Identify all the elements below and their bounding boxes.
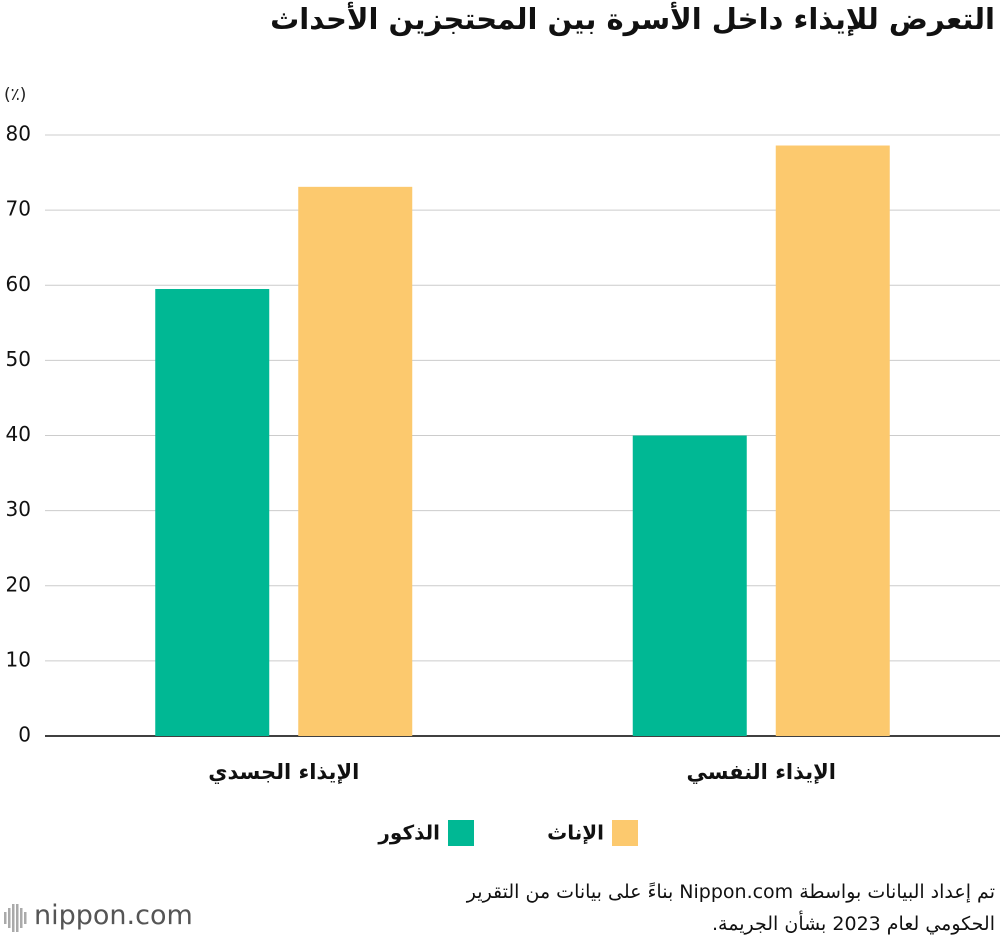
logo-mark xyxy=(20,908,23,928)
note: تم إعداد البيانات بواسطة Nippon.com بناء… xyxy=(467,876,995,940)
y-tick-label: 30 xyxy=(6,497,31,521)
bar xyxy=(298,186,413,736)
x-tick-label: الإيذاء الجسدي xyxy=(208,760,359,785)
logo-mark xyxy=(12,904,15,932)
logo-mark xyxy=(24,912,27,924)
bar xyxy=(155,289,270,736)
y-tick-label: 70 xyxy=(6,197,31,221)
chart-title: التعرض للإيذاء داخل الأسرة بين المحتجزين… xyxy=(270,2,995,36)
bar xyxy=(632,435,747,736)
note-line: الحكومي لعام 2023 بشأن الجريمة. xyxy=(712,913,995,935)
y-tick-label: 50 xyxy=(6,347,31,371)
logo-mark xyxy=(8,908,11,928)
y-tick-label: 10 xyxy=(6,647,31,671)
logo-mark xyxy=(4,912,7,924)
legend-label: الذكور xyxy=(377,821,440,845)
y-tick-label: 80 xyxy=(6,122,31,146)
legend-label: الإناث xyxy=(547,821,604,845)
y-tick-label: 40 xyxy=(6,422,31,446)
logo: nippon.com xyxy=(34,900,193,931)
y-tick-label: 0 xyxy=(18,723,31,747)
x-tick-label: الإيذاء النفسي xyxy=(687,760,836,784)
y-unit: (٪) xyxy=(4,85,26,105)
legend-swatch xyxy=(612,820,638,846)
y-tick-label: 60 xyxy=(6,272,31,296)
legend-swatch xyxy=(448,820,474,846)
logo-mark xyxy=(16,904,19,932)
y-tick-label: 20 xyxy=(6,572,31,596)
bar xyxy=(775,145,890,736)
note-line: تم إعداد البيانات بواسطة Nippon.com بناء… xyxy=(466,881,995,903)
